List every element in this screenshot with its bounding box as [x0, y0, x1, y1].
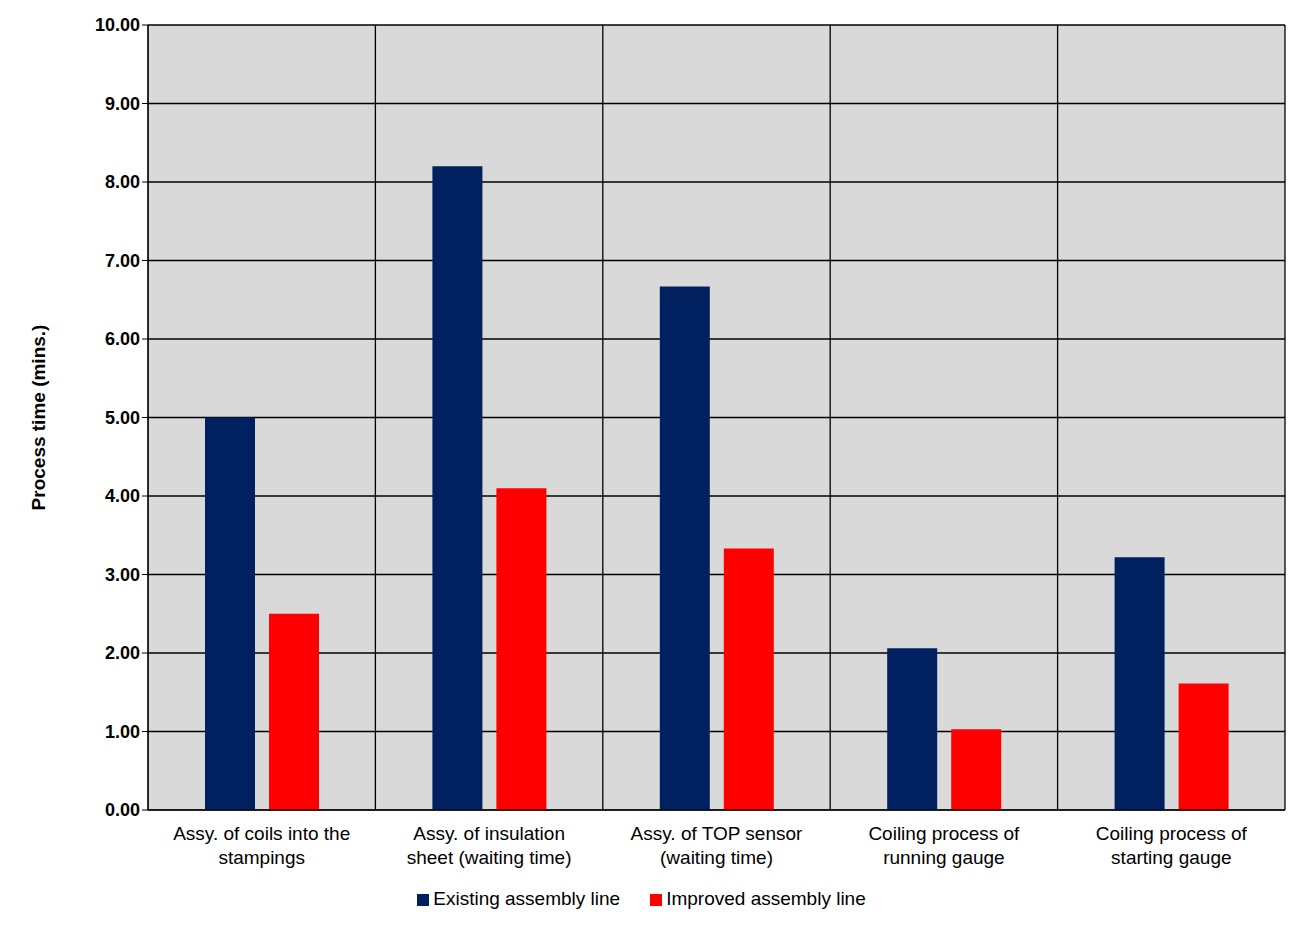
svg-text:2.00: 2.00: [105, 643, 140, 663]
svg-text:Assy. of TOP sensor(waiting ti: Assy. of TOP sensor(waiting time): [631, 823, 803, 868]
html-text:Existing assembly line: Existing assembly line: [433, 888, 621, 909]
html-text:Improved assembly line: Improved assembly line: [666, 888, 866, 909]
svg-text:Process time (mins.): Process time (mins.): [28, 325, 49, 511]
svg-text:4.00: 4.00: [105, 486, 140, 506]
svg-text:7.00: 7.00: [105, 251, 140, 271]
svg-text:3.00: 3.00: [105, 565, 140, 585]
svg-text:Coiling process ofstarting gau: Coiling process ofstarting gauge: [1096, 823, 1248, 868]
svg-text:5.00: 5.00: [105, 408, 140, 428]
svg-text:1.00: 1.00: [105, 722, 140, 742]
svg-text:Coiling process ofrunning gaug: Coiling process ofrunning gauge: [868, 823, 1020, 868]
svg-text:8.00: 8.00: [105, 172, 140, 192]
svg-text:6.00: 6.00: [105, 329, 140, 349]
svg-text:Assy. of insulationsheet (wait: Assy. of insulationsheet (waiting time): [407, 823, 572, 868]
svg-text:10.00: 10.00: [95, 15, 140, 35]
svg-text:Assy. of coils into thestampin: Assy. of coils into thestampings: [173, 823, 350, 868]
svg-text:0.00: 0.00: [105, 800, 140, 820]
svg-text:9.00: 9.00: [105, 94, 140, 114]
